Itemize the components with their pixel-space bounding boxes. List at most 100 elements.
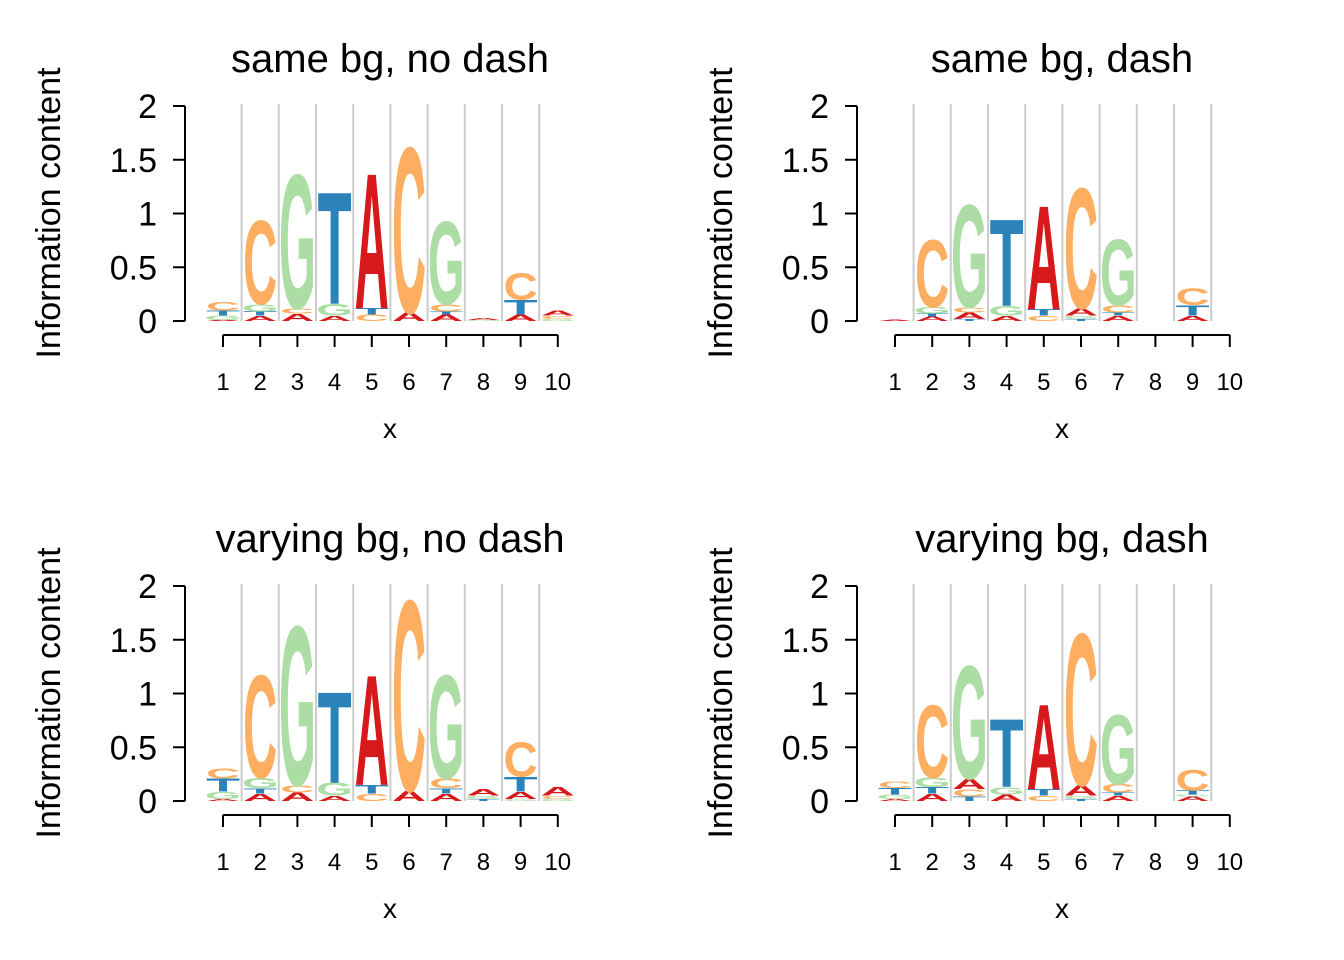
logo-letter-T: T <box>504 772 538 795</box>
x-tick-label: 3 <box>291 849 304 876</box>
logo-letter-C: C <box>1101 782 1135 795</box>
y-tick-label: 0.5 <box>110 729 157 767</box>
logo-letter-A: A <box>466 788 500 798</box>
logo-letter-T: T <box>466 798 500 801</box>
x-tick-label: 10 <box>1216 369 1243 396</box>
panel-title: varying bg, no dash <box>215 517 564 561</box>
y-tick-label: 1 <box>138 676 157 714</box>
logo-letter-A: A <box>355 643 389 819</box>
logo-letter-C: C <box>952 306 986 314</box>
logo-letter-G: G <box>539 798 576 801</box>
logo-letter-G: G <box>539 318 576 321</box>
logo-letter-A: A <box>466 317 500 320</box>
x-tick-label: 4 <box>328 849 341 876</box>
logo-letter-T: T <box>990 699 1024 808</box>
logo-letter-A: A <box>1101 314 1135 322</box>
x-tick-label: 8 <box>1149 849 1162 876</box>
y-axis-label: Information content <box>702 67 740 359</box>
logo-letter-G: G <box>914 775 951 790</box>
logo-letter-T: T <box>318 666 352 812</box>
logo-letter-A: A <box>355 132 389 349</box>
logo-letter-G: G <box>988 785 1025 797</box>
logo-letter-G: G <box>242 302 279 314</box>
x-tick-label: 6 <box>402 369 415 396</box>
logo-letter-C: C <box>1176 764 1210 797</box>
x-tick-label: 7 <box>440 369 453 396</box>
logo-letter-G: G <box>465 795 502 800</box>
logo-letter-G: G <box>951 175 988 339</box>
logo-letter-A: A <box>952 776 986 793</box>
logo-letter-A: A <box>243 314 277 322</box>
logo-letter-A: A <box>318 314 352 322</box>
y-tick-label: 1.5 <box>110 142 157 180</box>
y-tick-label: 1.5 <box>782 622 829 660</box>
x-tick-label: 4 <box>1000 369 1013 396</box>
x-tick-label: 5 <box>1037 849 1050 876</box>
y-tick-label: 2 <box>138 88 157 126</box>
logo-letter-A: A <box>429 313 463 323</box>
x-tick-label: 10 <box>544 369 571 396</box>
logo-letter-T: T <box>1176 302 1210 319</box>
logo-letter-G: G <box>1100 219 1137 325</box>
x-axis-label: x <box>1055 893 1069 924</box>
x-tick-label: 6 <box>1074 369 1087 396</box>
x-axis-label: x <box>383 413 397 444</box>
logo-letter-C: C <box>206 765 240 782</box>
logo-letter-G: G <box>988 304 1025 319</box>
x-tick-label: 1 <box>216 849 229 876</box>
logo-letter-A: A <box>990 314 1024 322</box>
x-tick-label: 3 <box>963 369 976 396</box>
x-tick-label: 9 <box>1186 849 1199 876</box>
x-tick-label: 2 <box>926 849 939 876</box>
y-tick-label: 1 <box>810 196 829 234</box>
logo-letter-C: C <box>1064 589 1098 832</box>
logo-letter-C: C <box>392 542 426 849</box>
x-tick-label: 10 <box>544 849 571 876</box>
logo-letter-T: T <box>355 783 390 796</box>
logo-letter-T: T <box>206 775 240 795</box>
logo-letter-A: A <box>1064 306 1098 318</box>
logo-letter-C: C <box>206 300 240 313</box>
logo-letter-A: A <box>504 790 538 802</box>
x-tick-label: 8 <box>1149 369 1162 396</box>
logo-letter-C: C <box>504 732 538 787</box>
x-tick-label: 5 <box>365 849 378 876</box>
logo-letter-A: A <box>1027 678 1061 815</box>
logo-letter-C: C <box>541 795 575 800</box>
y-tick-label: 1.5 <box>782 142 829 180</box>
logo-letter-T: T <box>878 787 912 797</box>
logo-letter-G: G <box>316 301 353 319</box>
x-tick-label: 6 <box>1074 849 1087 876</box>
logo-letter-G: G <box>279 579 316 834</box>
x-tick-label: 2 <box>254 369 267 396</box>
y-tick-label: 0 <box>810 783 829 821</box>
x-tick-label: 2 <box>254 849 267 876</box>
x-tick-label: 2 <box>926 369 939 396</box>
logo-letter-C: C <box>915 685 949 801</box>
logo-letter-G: G <box>205 790 242 802</box>
logo-letter-G: G <box>502 798 539 801</box>
logo-letter-C: C <box>243 196 277 330</box>
logo-letter-A: A <box>1064 782 1098 799</box>
logo-letter-T: T <box>1027 788 1061 798</box>
panel-title: varying bg, dash <box>915 517 1209 561</box>
logo-letter-T: T <box>355 307 389 317</box>
logo-letter-T: T <box>206 309 240 317</box>
logo-letter-T: T <box>429 311 463 316</box>
logo-letter-A: A <box>429 792 463 804</box>
x-tick-label: 9 <box>1186 369 1199 396</box>
logo-letter-G: G <box>877 794 914 801</box>
logo-letter-T: T <box>1064 798 1098 801</box>
logo-letter-T: T <box>243 310 277 317</box>
logo-letter-A: A <box>243 792 277 804</box>
panel-title: same bg, no dash <box>231 37 549 81</box>
logo-letter-A: A <box>878 320 912 322</box>
logo-letter-T: T <box>1027 308 1061 318</box>
y-tick-label: 0 <box>138 783 157 821</box>
logo-letter-T: T <box>318 160 352 339</box>
y-axis-label: Information content <box>30 547 68 839</box>
